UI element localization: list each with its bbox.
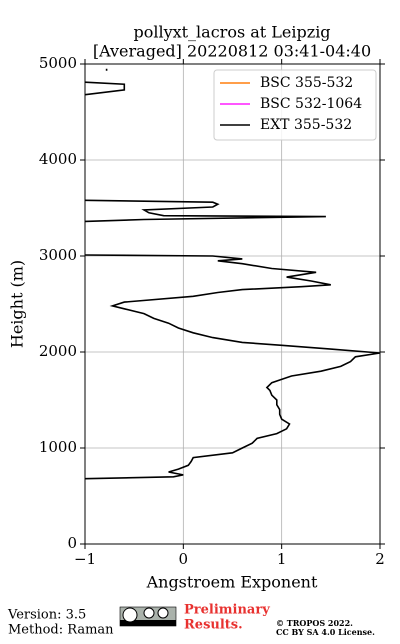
x-tick-label: 2 [375,550,385,568]
x-tick-label: 0 [179,550,189,568]
license-line-2: CC BY SA 4.0 License. [276,627,375,637]
y-tick-label: 2000 [39,342,77,360]
y-axis-label: Height (m) [8,260,27,348]
license-line-1: © TROPOS 2022. [276,618,353,628]
chart-title: pollyxt_lacros at Leipzig [133,23,330,42]
chart-subtitle: [Averaged] 20220812 03:41-04:40 [93,42,371,61]
x-tick-label: 1 [277,550,287,568]
cc-logo [119,606,177,627]
preliminary-line-2: Results. [184,618,243,633]
legend-label: BSC 532-1064 [260,96,362,112]
x-tick-label: −1 [74,550,96,568]
y-tick-label: 0 [67,534,77,552]
legend-label: EXT 355-532 [260,117,352,133]
y-tick-label: 1000 [39,438,77,456]
plot-frame [84,63,381,545]
y-tick-label: 3000 [39,246,77,264]
legend-label: BSC 355-532 [260,75,353,91]
preliminary-line-1: Preliminary [184,603,270,618]
y-tick-label: 4000 [39,150,77,168]
method: Method: Raman [8,623,114,638]
y-tick-label: 5000 [39,54,77,72]
x-axis-label: Angstroem Exponent [146,573,318,592]
data-line [85,68,380,480]
version: Version: 3.5 [7,608,86,623]
legend-box [213,69,377,141]
